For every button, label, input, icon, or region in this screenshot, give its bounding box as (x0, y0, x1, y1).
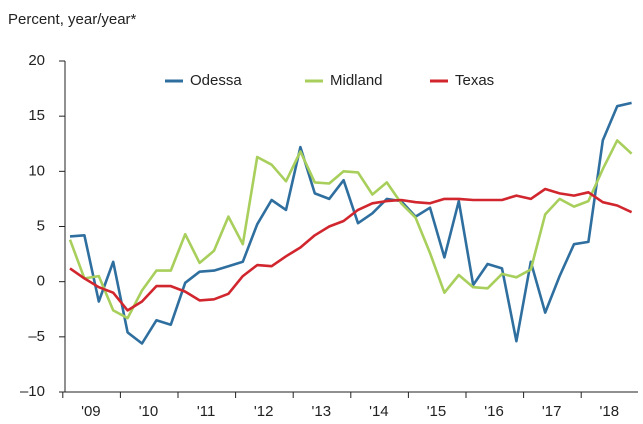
series-line (68, 139, 633, 320)
x-tick-label: '14 (369, 403, 389, 420)
x-tick-label: '15 (427, 403, 447, 420)
legend-label: Odessa (190, 72, 242, 89)
y-tick-label: 15 (28, 107, 45, 124)
y-tick-label: –10 (20, 383, 45, 400)
x-tick-label: '13 (311, 403, 331, 420)
y-tick-label: 5 (37, 217, 45, 234)
legend-label: Midland (330, 72, 383, 89)
legend-label: Texas (455, 72, 494, 89)
x-tick-label: '09 (81, 403, 101, 420)
series-line (69, 101, 632, 345)
x-tick-label: '17 (542, 403, 562, 420)
y-tick-label: 20 (28, 52, 45, 69)
series-line (69, 187, 633, 312)
x-tick-label: '11 (197, 403, 215, 420)
x-tick-label: '12 (254, 403, 274, 420)
y-tick-label: 0 (37, 273, 45, 290)
y-tick-label: 10 (28, 162, 45, 179)
y-tick-label: –5 (28, 328, 45, 345)
x-tick-label: '18 (599, 403, 619, 420)
x-tick-label: '10 (139, 403, 159, 420)
chart-title: Percent, year/year* (8, 11, 137, 28)
x-tick-label: '16 (484, 403, 504, 420)
